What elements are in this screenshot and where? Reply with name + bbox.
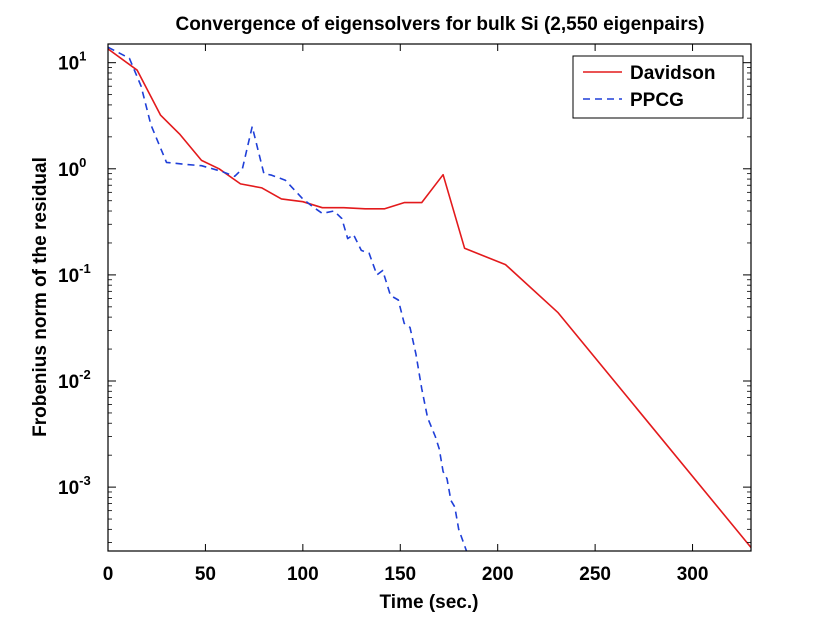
legend-label-ppcg: PPCG xyxy=(630,90,684,111)
chart-title: Convergence of eigensolvers for bulk Si … xyxy=(175,14,704,35)
x-axis-label: Time (sec.) xyxy=(380,592,479,613)
y-axis: 101 100 10-1 10-2 10-3 xyxy=(58,49,751,543)
legend-label-davidson: Davidson xyxy=(630,63,716,84)
y-tick-label: 10-2 xyxy=(58,367,91,393)
y-tick-label: 10-1 xyxy=(58,261,91,287)
y-tick-label: 100 xyxy=(58,155,86,181)
x-tick-label: 50 xyxy=(195,564,216,585)
y-tick-label: 101 xyxy=(58,49,86,75)
legend-box xyxy=(572,55,744,119)
x-tick-label: 200 xyxy=(482,564,514,585)
series-line-ppcg xyxy=(108,46,468,551)
plot-frame xyxy=(107,43,752,552)
x-tick-label: 300 xyxy=(677,564,709,585)
x-tick-label: 0 xyxy=(103,564,114,585)
x-tick-label: 100 xyxy=(287,564,319,585)
x-axis: 0 50 100 150 200 250 300 xyxy=(103,44,709,585)
x-tick-label: 250 xyxy=(579,564,611,585)
series-line-davidson xyxy=(108,48,751,549)
y-axis-label: Frobenius norm of the residual xyxy=(30,157,51,437)
series-layer xyxy=(108,46,751,551)
legend: Davidson PPCG xyxy=(572,55,744,119)
x-tick-label: 150 xyxy=(384,564,416,585)
y-tick-label: 10-3 xyxy=(58,473,91,499)
